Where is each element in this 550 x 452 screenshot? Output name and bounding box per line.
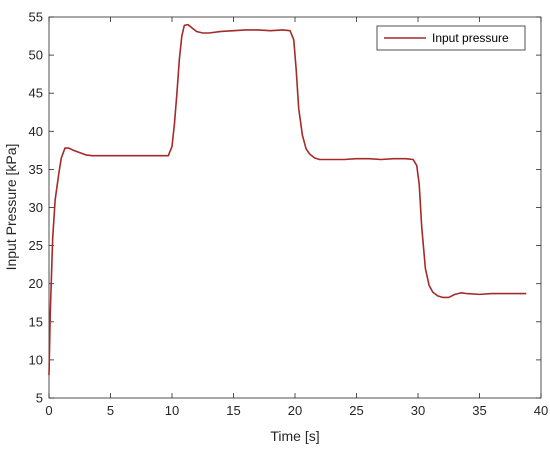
y-tick-label: 55 [29, 10, 43, 25]
y-tick-label: 45 [29, 86, 43, 101]
y-tick-label: 50 [29, 48, 43, 63]
x-tick-label: 40 [534, 403, 548, 418]
legend: Input pressure [376, 25, 526, 51]
y-tick-label: 15 [29, 314, 43, 329]
x-tick-label: 5 [107, 403, 114, 418]
y-tick-label: 40 [29, 124, 43, 139]
y-tick-label: 35 [29, 162, 43, 177]
legend-label: Input pressure [432, 31, 509, 45]
y-tick-label: 25 [29, 238, 43, 253]
series-line-input-pressure [48, 23, 527, 376]
y-tick-label: 5 [36, 391, 43, 406]
x-axis: 0 5 10 15 20 25 30 35 40 [45, 17, 548, 418]
x-tick-label: 30 [411, 403, 425, 418]
x-tick-label: 20 [288, 403, 302, 418]
y-tick-label: 10 [29, 352, 43, 367]
x-tick-label: 35 [472, 403, 486, 418]
y-tick-label: 30 [29, 200, 43, 215]
x-tick-label: 0 [45, 403, 52, 418]
x-tick-label: 10 [165, 403, 179, 418]
x-axis-label: Time [s] [270, 428, 319, 444]
x-tick-label: 25 [349, 403, 363, 418]
y-tick-label: 20 [29, 276, 43, 291]
x-tick-label: 15 [226, 403, 240, 418]
y-axis: 5 10 15 20 25 30 35 40 45 50 55 [29, 10, 541, 406]
series-layer [48, 23, 527, 376]
y-axis-label: Input Pressure [kPa] [3, 144, 19, 271]
plot-area [48, 16, 542, 399]
